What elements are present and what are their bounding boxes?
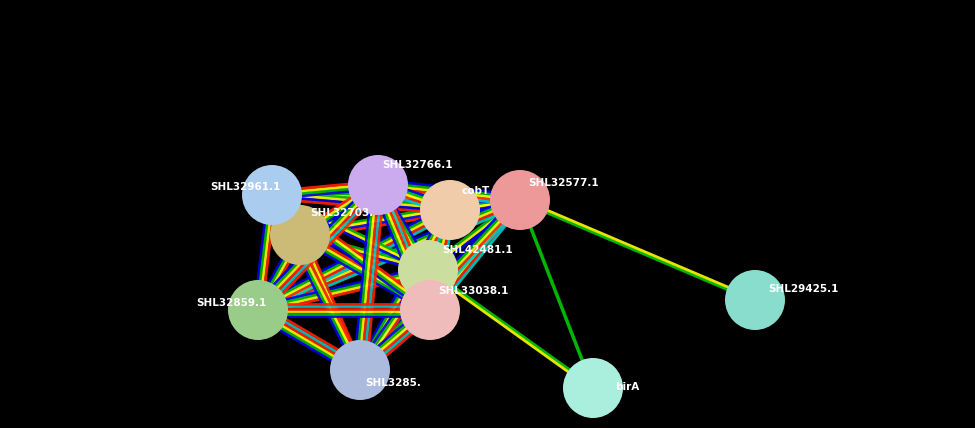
Circle shape: [348, 155, 408, 215]
Text: SHL42481.1: SHL42481.1: [442, 245, 513, 255]
Text: SHL3285.: SHL3285.: [365, 378, 421, 388]
Text: SHL33038.1: SHL33038.1: [438, 286, 508, 296]
Circle shape: [725, 270, 785, 330]
Text: SHL32859.1: SHL32859.1: [196, 298, 266, 308]
Text: SHL32577.1: SHL32577.1: [528, 178, 599, 188]
Circle shape: [398, 240, 458, 300]
Text: SHL32703.: SHL32703.: [310, 208, 373, 218]
Circle shape: [270, 205, 330, 265]
Text: birA: birA: [615, 382, 640, 392]
Circle shape: [420, 180, 480, 240]
Circle shape: [563, 358, 623, 418]
Text: SHL32766.1: SHL32766.1: [382, 160, 452, 170]
Circle shape: [330, 340, 390, 400]
Circle shape: [242, 165, 302, 225]
Text: SHL32961.1: SHL32961.1: [210, 182, 280, 192]
Circle shape: [228, 280, 288, 340]
Text: cobT: cobT: [462, 186, 490, 196]
Circle shape: [490, 170, 550, 230]
Text: SHL29425.1: SHL29425.1: [768, 284, 838, 294]
Circle shape: [400, 280, 460, 340]
